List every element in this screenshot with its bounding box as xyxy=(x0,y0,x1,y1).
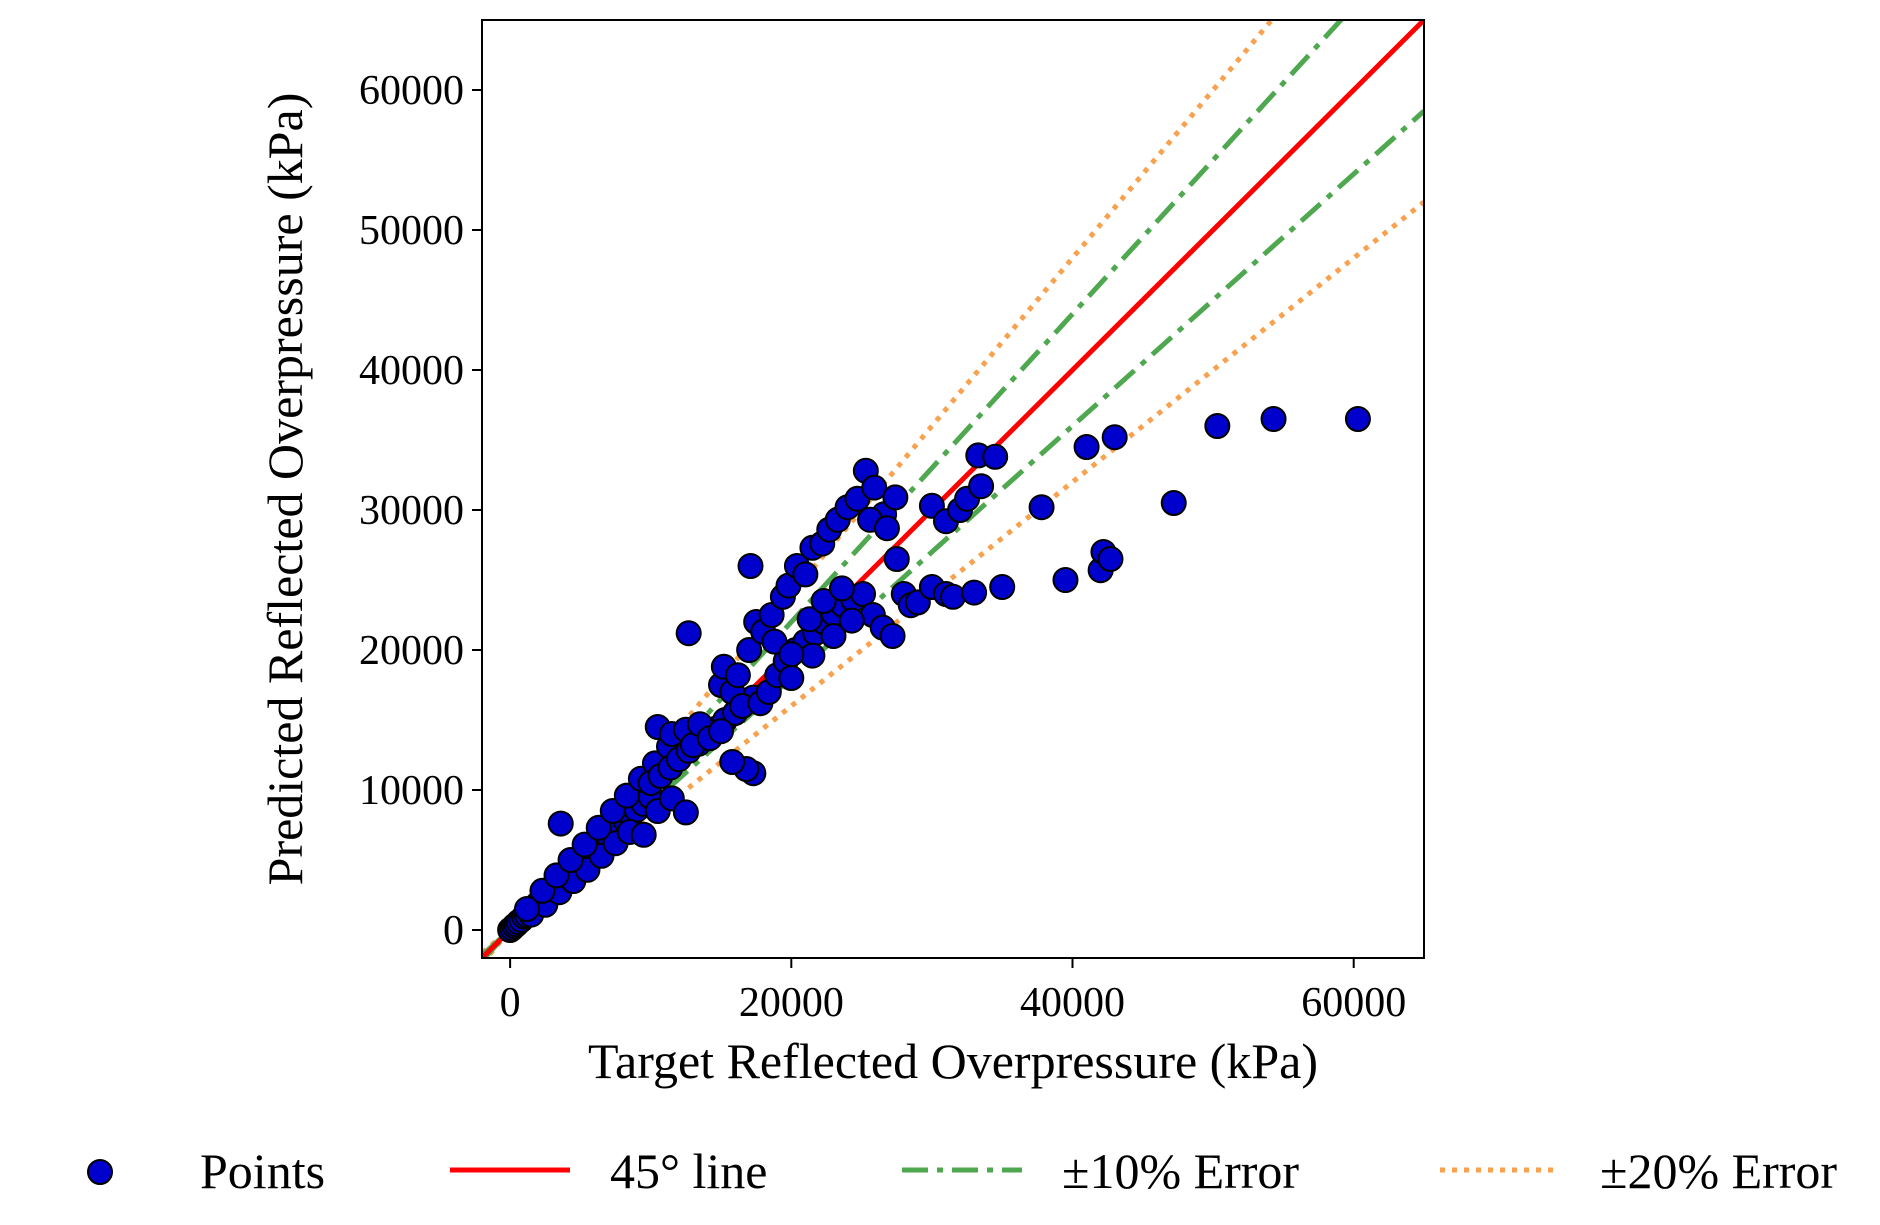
data-point xyxy=(838,607,865,634)
reference-line-1_1 xyxy=(482,20,1345,958)
y-tick-label: 10000 xyxy=(359,768,464,814)
y-tick-label: 30000 xyxy=(359,488,464,534)
data-point xyxy=(940,583,966,610)
data-point xyxy=(792,561,819,588)
data-point xyxy=(1204,413,1231,439)
x-tick-label: 0 xyxy=(500,980,521,1026)
data-point xyxy=(513,896,540,922)
legend-label-45: 45° line xyxy=(610,1143,767,1199)
x-tick-label: 20000 xyxy=(739,980,844,1026)
data-point xyxy=(736,637,763,663)
data-point xyxy=(828,575,855,602)
data-point xyxy=(873,515,900,542)
data-point xyxy=(778,665,805,691)
y-tick-label: 20000 xyxy=(359,628,464,674)
legend-label-10pct: ±10% Error xyxy=(1062,1143,1299,1199)
data-point xyxy=(585,814,612,841)
scatter-points xyxy=(497,406,1371,943)
data-point xyxy=(571,831,598,858)
data-point xyxy=(1160,490,1187,516)
data-point xyxy=(989,574,1016,600)
data-point xyxy=(1097,546,1124,572)
data-point xyxy=(778,641,805,668)
data-point xyxy=(961,579,988,606)
reference-line-0_8 xyxy=(482,200,1424,955)
x-axis-ticks: 0 20000 40000 60000 xyxy=(500,958,1406,1026)
y-axis-ticks: 0 10000 20000 30000 40000 50000 60000 xyxy=(359,68,482,954)
x-axis-label: Target Reflected Overpressure (kPa) xyxy=(588,1033,1318,1089)
data-point xyxy=(810,588,837,614)
data-point xyxy=(1073,434,1100,460)
y-axis-label: Predicted Reflected Overpressure (kPa) xyxy=(257,93,313,886)
x-tick-label: 60000 xyxy=(1301,980,1406,1026)
y-tick-label: 50000 xyxy=(359,208,464,254)
data-point xyxy=(675,620,702,647)
data-point xyxy=(796,606,823,633)
legend: Points 45° line ±10% Error ±20% Error xyxy=(87,1143,1837,1199)
data-point xyxy=(547,810,574,837)
data-point xyxy=(820,623,847,649)
data-point xyxy=(1101,424,1128,451)
data-point xyxy=(879,623,906,649)
data-point xyxy=(724,662,751,689)
legend-label-points: Points xyxy=(200,1143,325,1199)
data-point xyxy=(672,799,699,826)
data-point xyxy=(1260,406,1287,432)
y-tick-label: 60000 xyxy=(359,68,464,114)
data-point xyxy=(1344,406,1371,432)
plot-frame xyxy=(481,19,1425,959)
data-point xyxy=(1028,494,1055,521)
legend-marker-points xyxy=(87,1159,113,1185)
data-point xyxy=(861,474,888,501)
data-point xyxy=(982,443,1009,470)
data-point xyxy=(737,553,764,579)
data-point xyxy=(613,782,640,809)
data-point xyxy=(708,718,735,745)
y-tick-label: 0 xyxy=(443,908,464,954)
legend-label-20pct: ±20% Error xyxy=(1600,1143,1837,1199)
data-point xyxy=(883,546,910,572)
data-point xyxy=(1052,567,1079,593)
data-point xyxy=(882,484,909,511)
data-point xyxy=(630,821,657,848)
data-point xyxy=(968,473,995,500)
x-tick-label: 40000 xyxy=(1020,980,1125,1026)
data-point xyxy=(719,749,746,775)
y-tick-label: 40000 xyxy=(359,348,464,394)
